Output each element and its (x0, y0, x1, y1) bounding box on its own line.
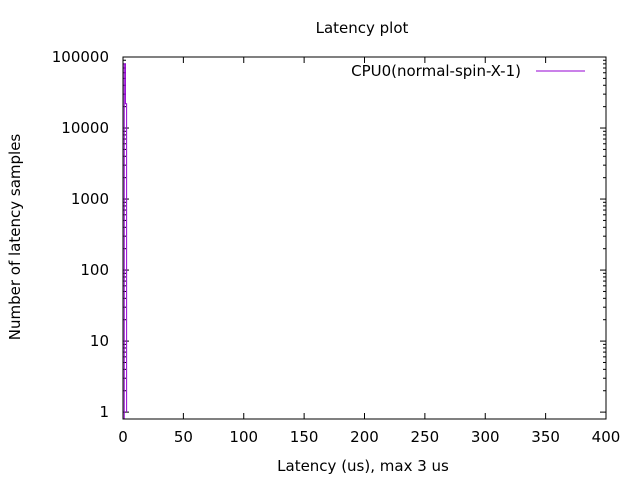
x-tick-label: 50 (174, 428, 193, 446)
chart-title: Latency plot (316, 19, 409, 37)
y-tick-label: 10000 (61, 119, 109, 137)
plot-series (123, 63, 128, 420)
legend: CPU0(normal-spin-X-1) (351, 62, 585, 80)
y-tick-label: 100 (80, 261, 109, 279)
axis-ticks: 0 50 100 150 200 250 300 350 400 1 10 100 1000 10000 1… (52, 48, 621, 446)
x-tick-label: 400 (592, 428, 621, 446)
x-tick-label: 150 (290, 428, 319, 446)
x-tick-label: 250 (411, 428, 440, 446)
y-tick-label: 1000 (71, 190, 109, 208)
x-tick-label: 0 (118, 428, 128, 446)
y-tick-label: 100000 (52, 48, 109, 66)
x-tick-label: 300 (471, 428, 500, 446)
y-tick-label: 1 (99, 403, 109, 421)
plot-border (122, 56, 607, 420)
x-tick-label: 100 (229, 428, 258, 446)
x-tick-label: 350 (531, 428, 560, 446)
series-line (123, 63, 128, 420)
x-axis-label: Latency (us), max 3 us (277, 457, 449, 475)
y-axis-label: Number of latency samples (6, 134, 24, 341)
x-tick-label: 200 (350, 428, 379, 446)
y-tick-label: 10 (90, 332, 109, 350)
legend-label: CPU0(normal-spin-X-1) (351, 62, 521, 80)
